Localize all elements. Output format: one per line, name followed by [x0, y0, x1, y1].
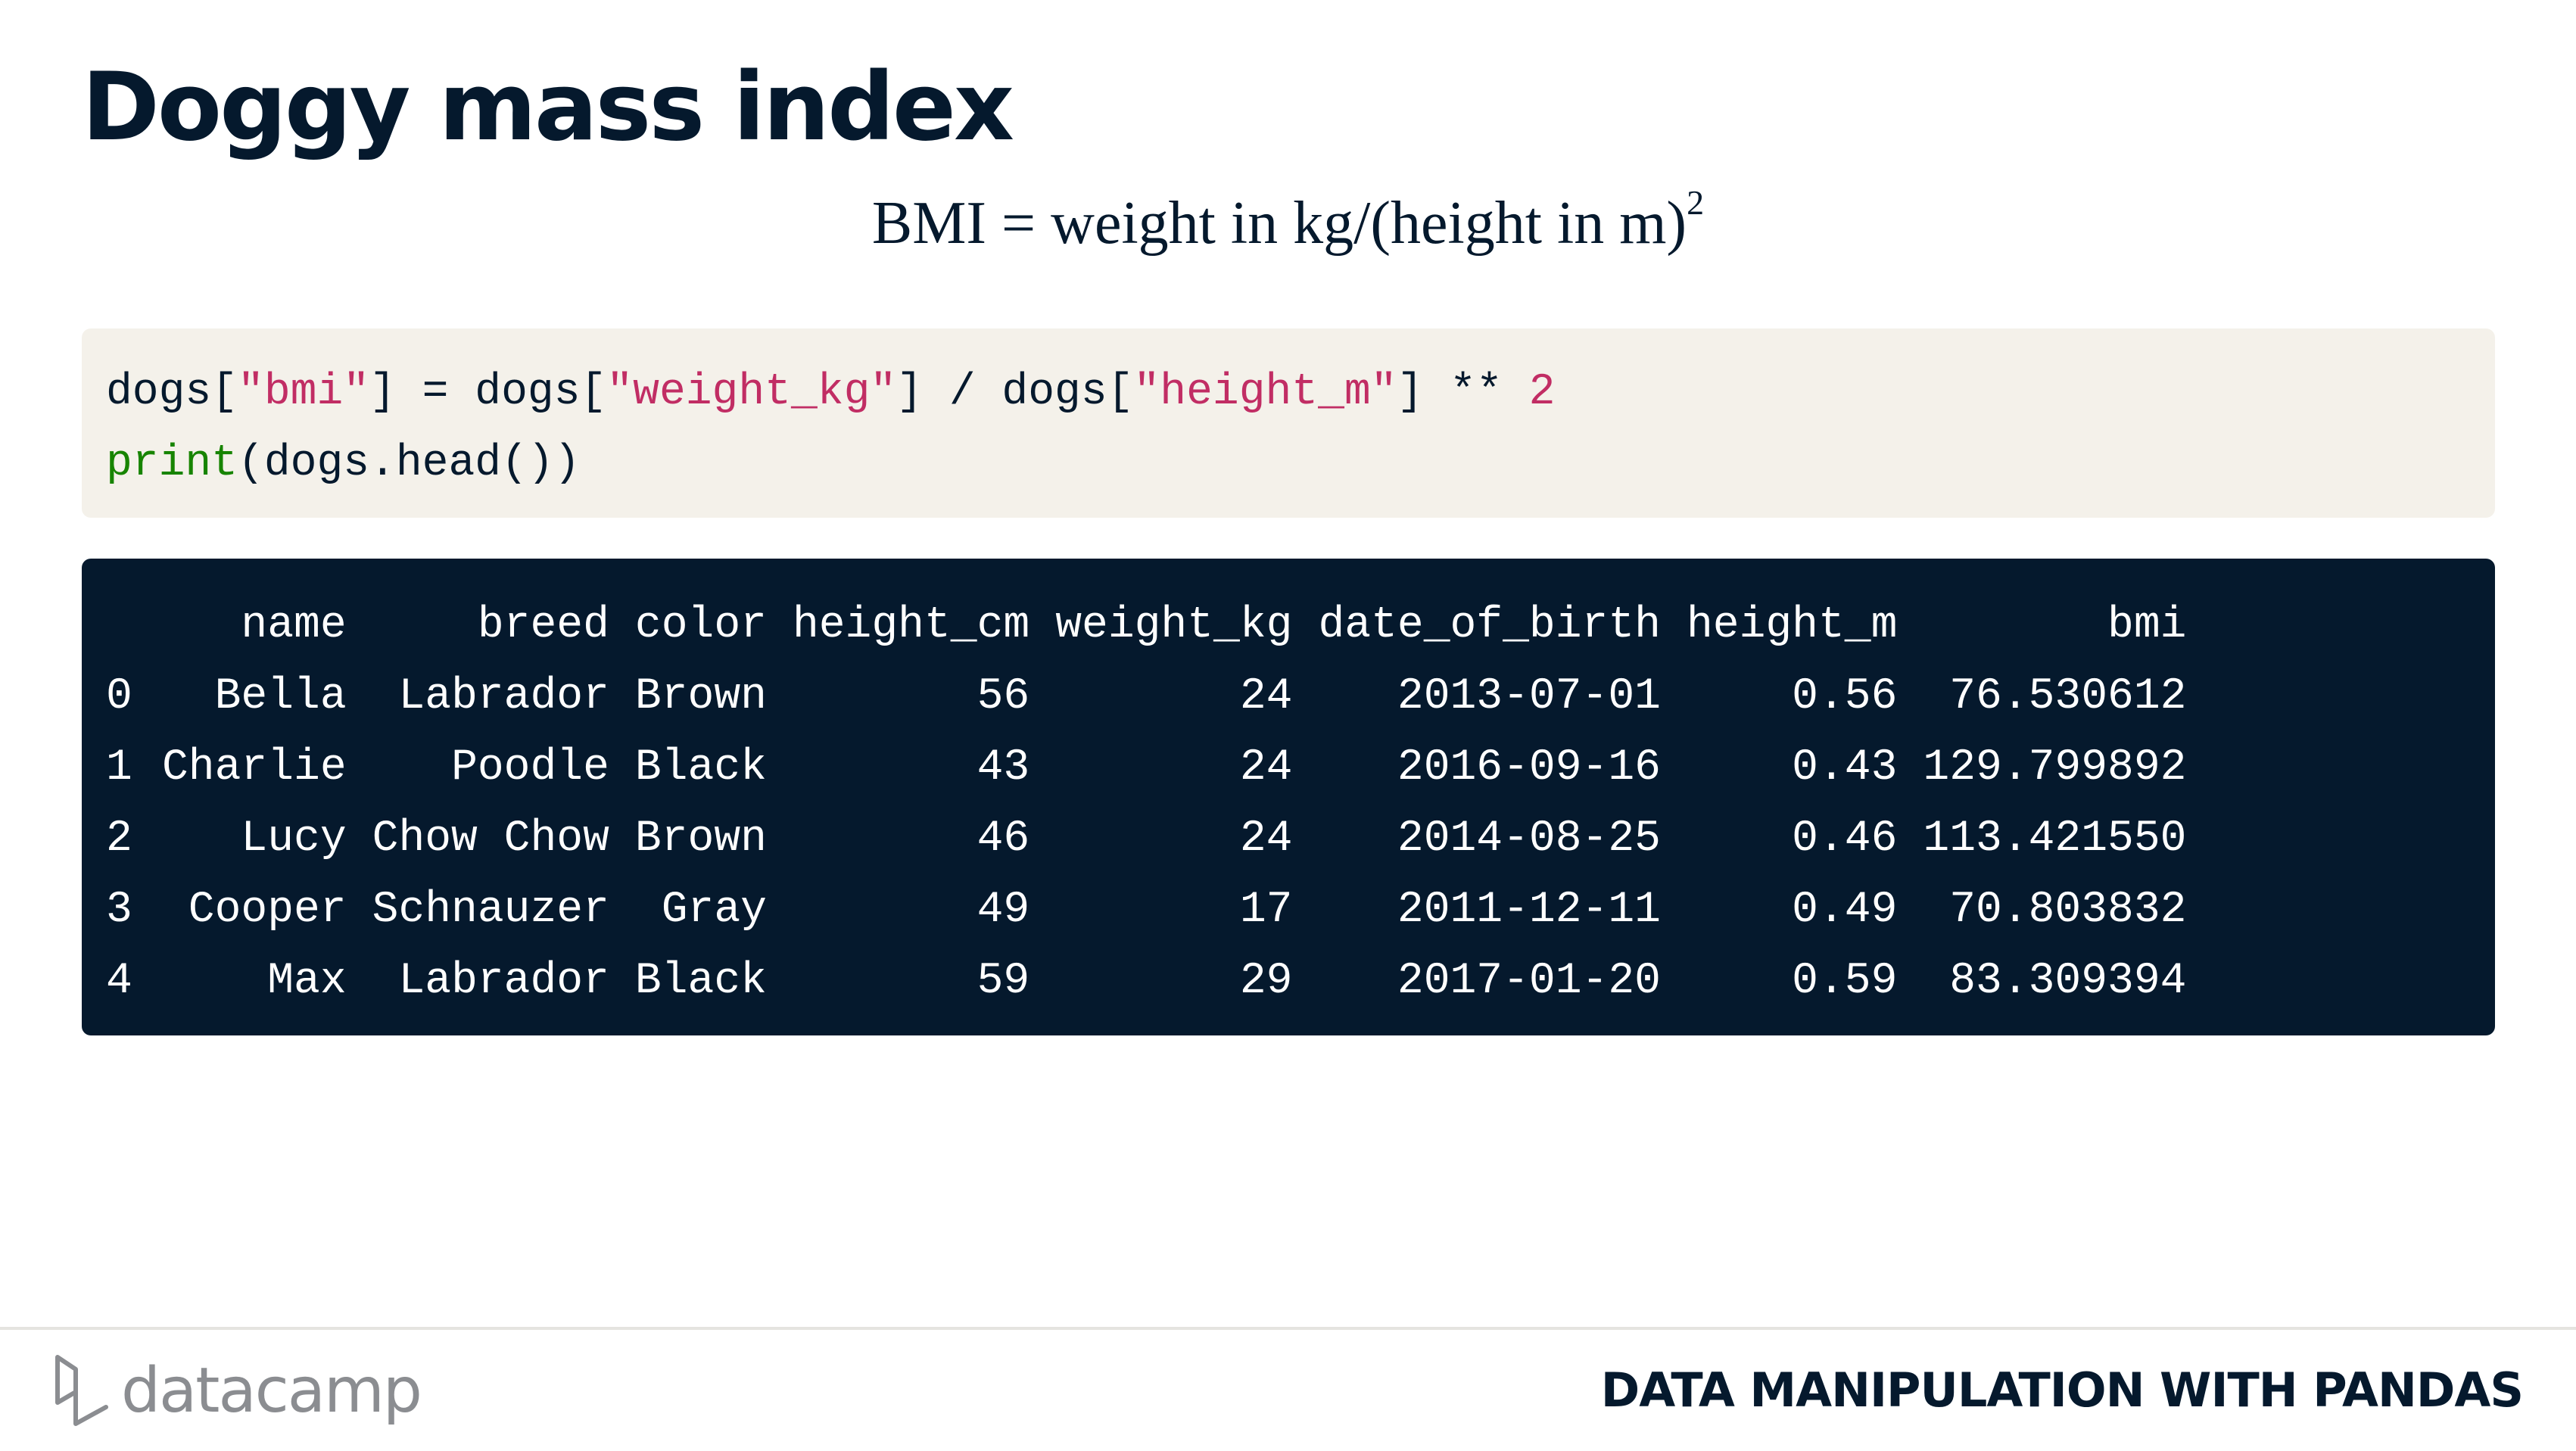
code-token: "height_m" — [1133, 368, 1397, 417]
table-cell: 83.309394 — [1949, 957, 2187, 1006]
code-line-2: print(dogs.head()) — [106, 428, 2471, 500]
column-header: date_of_birth — [1318, 601, 1661, 650]
dataframe-table: name breed color height_cm weight_kg date_of_… — [106, 590, 2186, 1017]
table-cell: Labrador — [398, 672, 609, 721]
column-header: bmi — [2107, 601, 2187, 650]
table-header-row: name breed color height_cm weight_kg date_of_… — [106, 590, 2186, 662]
table-cell: 46 — [977, 814, 1030, 864]
code-token: ] ** — [1397, 368, 1529, 417]
code-token: ] = dogs[ — [369, 368, 607, 417]
table-cell: Cooper — [188, 886, 347, 935]
datacamp-logo: datacamp — [53, 1349, 422, 1432]
code-token: "bmi" — [238, 368, 370, 417]
table-cell: Black — [634, 743, 767, 792]
table-cell: 2011-12-11 — [1397, 886, 1661, 935]
table-cell: 2017-01-20 — [1397, 957, 1661, 1006]
table-cell: 49 — [977, 886, 1030, 935]
table-cell: Brown — [634, 814, 767, 864]
bmi-formula: BMI = weight in kg/(height in m)2 — [0, 185, 2576, 258]
output-block: name breed color height_cm weight_kg date_of_… — [82, 559, 2495, 1035]
column-header: color — [634, 601, 767, 650]
column-header: height_cm — [792, 601, 1030, 650]
table-cell: Labrador — [398, 957, 609, 1006]
table-cell: 59 — [977, 957, 1030, 1006]
table-cell: Charlie — [162, 743, 347, 792]
table-body: 0 Bella Labrador Brown 56 24 2013-07-01 0.56 76.… — [106, 662, 2186, 1017]
row-index: 0 — [106, 672, 132, 721]
table-row: 2 Lucy Chow Chow Brown 46 24 2014-08-25 0.46 113… — [106, 804, 2186, 875]
code-token: 2 — [1528, 368, 1556, 417]
table-cell: Brown — [634, 672, 767, 721]
table-row: 4 Max Labrador Black 59 29 2017-01-20 0.59 83.30… — [106, 946, 2186, 1017]
row-index: 4 — [106, 957, 132, 1006]
table-cell: 24 — [1239, 814, 1293, 864]
table-cell: 113.421550 — [1923, 814, 2187, 864]
table-cell: 24 — [1239, 743, 1293, 792]
column-header: name — [241, 601, 347, 650]
table-cell: 2013-07-01 — [1397, 672, 1661, 721]
table-cell: 0.43 — [1792, 743, 1898, 792]
row-index: 2 — [106, 814, 132, 864]
table-cell: Poodle — [451, 743, 609, 792]
table-cell: Max — [267, 957, 347, 1006]
code-token: "weight_kg" — [606, 368, 897, 417]
table-cell: 2016-09-16 — [1397, 743, 1661, 792]
table-cell: Chow Chow — [372, 814, 609, 864]
table-cell: Gray — [661, 886, 767, 935]
row-index: 1 — [106, 743, 132, 792]
code-token: ] / dogs[ — [896, 368, 1134, 417]
code-block: dogs["bmi"] = dogs["weight_kg"] / dogs["… — [82, 328, 2495, 518]
code-token: (dogs.head()) — [238, 439, 581, 488]
table-cell: Schnauzer — [372, 886, 609, 935]
table-cell: 0.59 — [1792, 957, 1898, 1006]
table-cell: 0.49 — [1792, 886, 1898, 935]
column-header — [106, 590, 136, 662]
table-cell: 24 — [1239, 672, 1293, 721]
column-header: breed — [477, 601, 609, 650]
formula-text: BMI = weight in kg/(height in m) — [871, 190, 1687, 257]
course-title: DATA MANIPULATION WITH PANDAS — [1600, 1362, 2524, 1418]
table-cell: 2014-08-25 — [1397, 814, 1661, 864]
column-header: height_m — [1686, 601, 1898, 650]
table-cell: 0.46 — [1792, 814, 1898, 864]
table-row: 0 Bella Labrador Brown 56 24 2013-07-01 0.56 76.… — [106, 662, 2186, 733]
table-cell: 70.803832 — [1949, 886, 2187, 935]
table-cell: Bella — [214, 672, 347, 721]
code-token: dogs[ — [106, 368, 238, 417]
table-cell: Lucy — [241, 814, 347, 864]
datacamp-logo-icon — [55, 1355, 108, 1426]
code-token: print — [106, 439, 238, 488]
table-cell: 43 — [977, 743, 1030, 792]
column-header: weight_kg — [1055, 601, 1293, 650]
table-cell: 76.530612 — [1949, 672, 2187, 721]
table-cell: 17 — [1239, 886, 1293, 935]
table-cell: 129.799892 — [1923, 743, 2187, 792]
logo-text: datacamp — [121, 1354, 422, 1427]
footer-divider — [0, 1327, 2576, 1330]
table-row: 3 Cooper Schnauzer Gray 49 17 2011-12-11 0.49 70… — [106, 875, 2186, 946]
table-cell: 0.56 — [1792, 672, 1898, 721]
table-cell: Black — [634, 957, 767, 1006]
formula-exponent: 2 — [1687, 183, 1705, 223]
table-row: 1 Charlie Poodle Black 43 24 2016-09-16 0.43 129… — [106, 733, 2186, 804]
table-cell: 56 — [977, 672, 1030, 721]
table-cell: 29 — [1239, 957, 1293, 1006]
row-index: 3 — [106, 886, 132, 935]
slide-title: Doggy mass index — [82, 53, 1014, 162]
code-line-1: dogs["bmi"] = dogs["weight_kg"] / dogs["… — [106, 357, 2471, 428]
